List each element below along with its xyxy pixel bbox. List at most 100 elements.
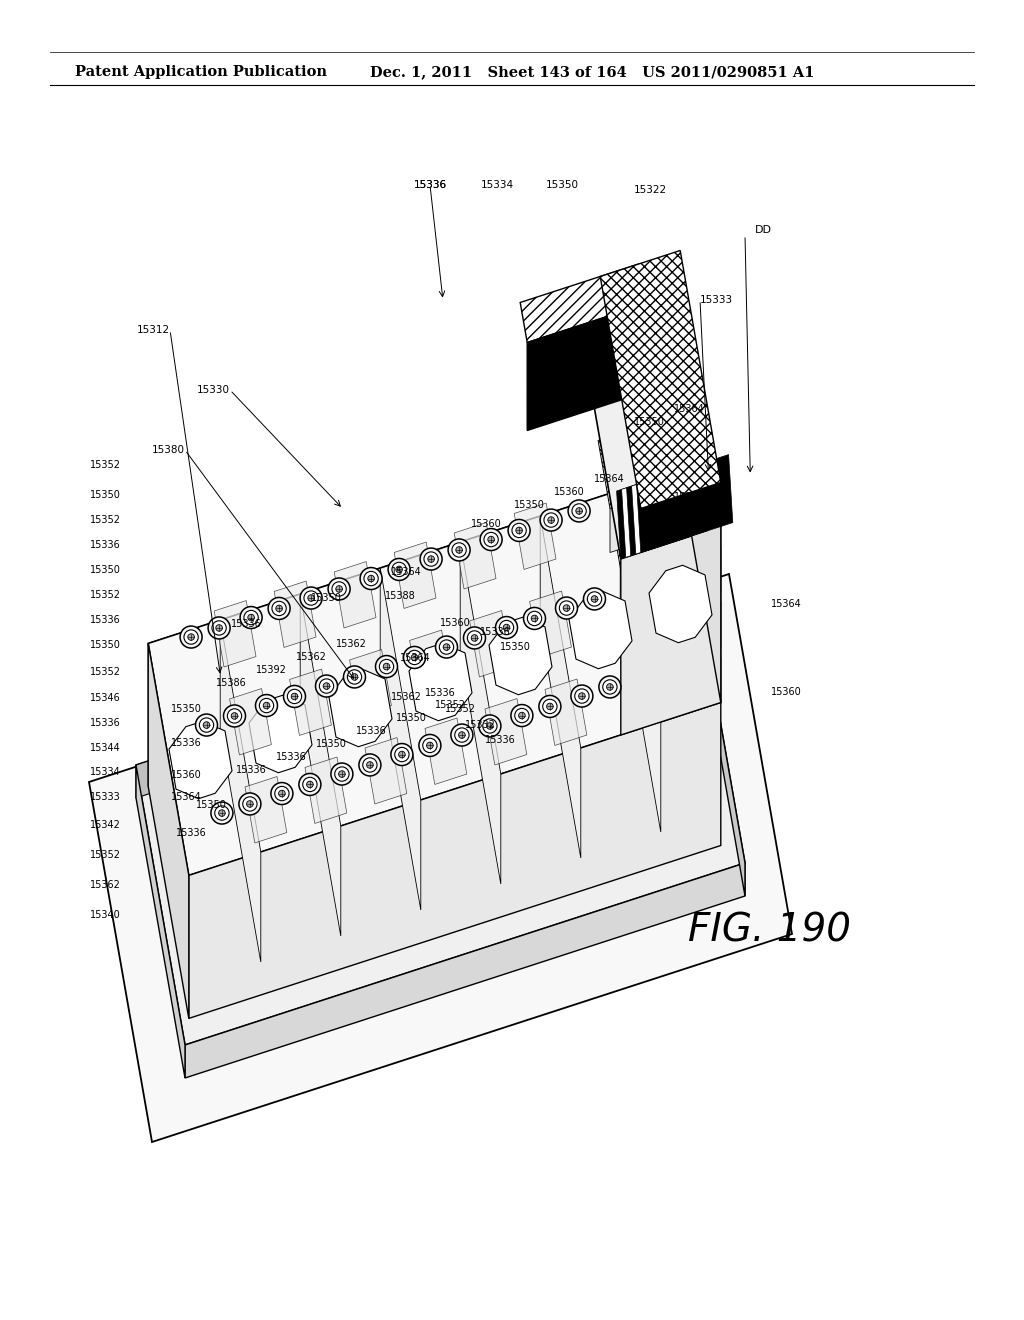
Circle shape	[559, 601, 573, 615]
Polygon shape	[629, 590, 721, 685]
Circle shape	[459, 731, 465, 738]
Circle shape	[527, 611, 542, 626]
Circle shape	[443, 644, 450, 651]
Circle shape	[547, 704, 553, 710]
Circle shape	[544, 513, 558, 527]
Circle shape	[376, 656, 397, 677]
Text: 15364: 15364	[771, 599, 802, 609]
Polygon shape	[520, 264, 647, 342]
Text: 15352: 15352	[445, 704, 476, 714]
Circle shape	[500, 620, 514, 635]
Text: 15336: 15336	[275, 752, 306, 762]
Circle shape	[208, 616, 230, 639]
Circle shape	[511, 705, 532, 726]
Circle shape	[315, 675, 338, 697]
Circle shape	[215, 807, 229, 820]
Circle shape	[388, 558, 410, 581]
Circle shape	[568, 500, 590, 521]
Circle shape	[439, 640, 454, 655]
Circle shape	[216, 624, 222, 631]
Text: 15352: 15352	[89, 667, 121, 677]
Circle shape	[223, 705, 246, 727]
Circle shape	[336, 586, 342, 593]
Circle shape	[306, 781, 313, 788]
Circle shape	[263, 702, 269, 709]
Text: 15360: 15360	[771, 688, 802, 697]
Circle shape	[268, 598, 290, 619]
Polygon shape	[89, 574, 792, 1142]
Polygon shape	[148, 470, 680, 787]
Circle shape	[367, 762, 373, 768]
Circle shape	[391, 743, 413, 766]
Circle shape	[379, 660, 393, 673]
Text: 15344: 15344	[90, 743, 121, 752]
Text: 15336: 15336	[90, 615, 121, 624]
Polygon shape	[610, 428, 690, 498]
Text: 15360: 15360	[440, 618, 471, 628]
Polygon shape	[300, 594, 341, 936]
Circle shape	[239, 793, 261, 814]
Polygon shape	[641, 549, 721, 619]
Text: 15352: 15352	[435, 700, 466, 710]
Circle shape	[428, 556, 434, 562]
Circle shape	[291, 693, 298, 700]
Text: 15336: 15336	[236, 766, 266, 775]
Text: 15342: 15342	[89, 820, 121, 830]
Polygon shape	[569, 591, 632, 669]
Circle shape	[419, 734, 441, 756]
Text: 15334: 15334	[90, 767, 121, 777]
Polygon shape	[136, 583, 696, 799]
Text: 15333: 15333	[90, 792, 121, 803]
Circle shape	[211, 803, 232, 824]
Circle shape	[606, 684, 613, 690]
Circle shape	[396, 566, 402, 573]
Circle shape	[515, 709, 529, 722]
Circle shape	[539, 696, 561, 718]
Circle shape	[452, 543, 466, 557]
Polygon shape	[632, 463, 708, 554]
Text: 15352: 15352	[89, 459, 121, 470]
Polygon shape	[380, 568, 421, 909]
Circle shape	[299, 774, 321, 796]
Text: 15352: 15352	[89, 515, 121, 525]
Polygon shape	[626, 461, 706, 531]
Polygon shape	[621, 527, 721, 735]
Circle shape	[343, 667, 366, 688]
Text: 15380: 15380	[152, 445, 185, 455]
Circle shape	[531, 615, 538, 622]
Circle shape	[540, 510, 562, 531]
Circle shape	[487, 536, 495, 543]
Text: 15364: 15364	[594, 474, 625, 484]
Circle shape	[523, 607, 546, 630]
Circle shape	[240, 607, 262, 628]
Circle shape	[288, 689, 302, 704]
Polygon shape	[394, 543, 436, 609]
Text: 15364: 15364	[400, 653, 431, 663]
Circle shape	[335, 767, 349, 781]
Circle shape	[503, 624, 510, 631]
Circle shape	[279, 791, 286, 797]
Polygon shape	[600, 251, 721, 508]
Circle shape	[308, 595, 314, 602]
Polygon shape	[349, 649, 391, 715]
Circle shape	[328, 578, 350, 601]
Circle shape	[420, 548, 442, 570]
Circle shape	[272, 602, 287, 615]
Circle shape	[203, 722, 210, 729]
Polygon shape	[613, 392, 706, 487]
Text: 15350: 15350	[196, 800, 226, 810]
Polygon shape	[529, 591, 571, 657]
Text: 15362: 15362	[89, 880, 121, 890]
Polygon shape	[485, 698, 526, 766]
Circle shape	[274, 787, 289, 801]
Polygon shape	[136, 583, 745, 1045]
Text: 15350: 15350	[89, 565, 121, 576]
Circle shape	[180, 626, 202, 648]
Circle shape	[571, 685, 593, 708]
Polygon shape	[610, 372, 690, 442]
Polygon shape	[214, 601, 256, 667]
Circle shape	[449, 539, 470, 561]
Circle shape	[383, 663, 390, 669]
Text: 15350: 15350	[501, 643, 531, 652]
Circle shape	[412, 655, 418, 661]
